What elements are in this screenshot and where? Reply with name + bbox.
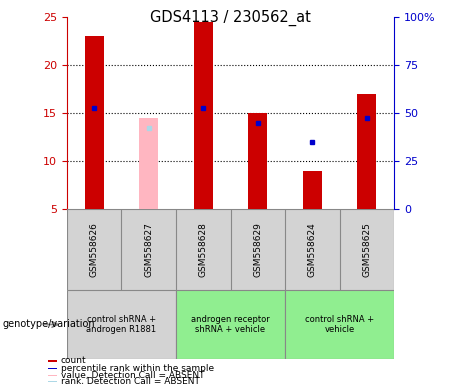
Text: value, Detection Call = ABSENT: value, Detection Call = ABSENT (60, 371, 204, 379)
Text: GSM558629: GSM558629 (253, 222, 262, 277)
Text: rank, Detection Call = ABSENT: rank, Detection Call = ABSENT (60, 377, 200, 384)
Text: GDS4113 / 230562_at: GDS4113 / 230562_at (150, 10, 311, 26)
Bar (303, 171, 322, 209)
Bar (47, 381, 57, 382)
Text: control shRNA +
androgen R1881: control shRNA + androgen R1881 (86, 315, 156, 334)
Bar (47, 374, 57, 376)
Bar (67, 290, 176, 359)
Bar (47, 368, 57, 369)
Bar (248, 113, 267, 209)
Bar (84, 36, 104, 209)
Bar (194, 22, 213, 209)
Bar (47, 360, 57, 362)
Text: GSM558626: GSM558626 (89, 222, 99, 277)
Text: count: count (60, 356, 86, 365)
Text: percentile rank within the sample: percentile rank within the sample (60, 364, 214, 373)
Bar (357, 94, 377, 209)
Text: GSM558628: GSM558628 (199, 222, 208, 277)
Bar (285, 290, 394, 359)
Bar (176, 290, 285, 359)
Text: GSM558627: GSM558627 (144, 222, 153, 277)
Bar (139, 118, 158, 209)
Text: GSM558624: GSM558624 (308, 222, 317, 277)
Text: control shRNA +
vehicle: control shRNA + vehicle (305, 315, 374, 334)
Text: androgen receptor
shRNA + vehicle: androgen receptor shRNA + vehicle (191, 315, 270, 334)
Text: genotype/variation: genotype/variation (2, 319, 95, 329)
Text: GSM558625: GSM558625 (362, 222, 372, 277)
